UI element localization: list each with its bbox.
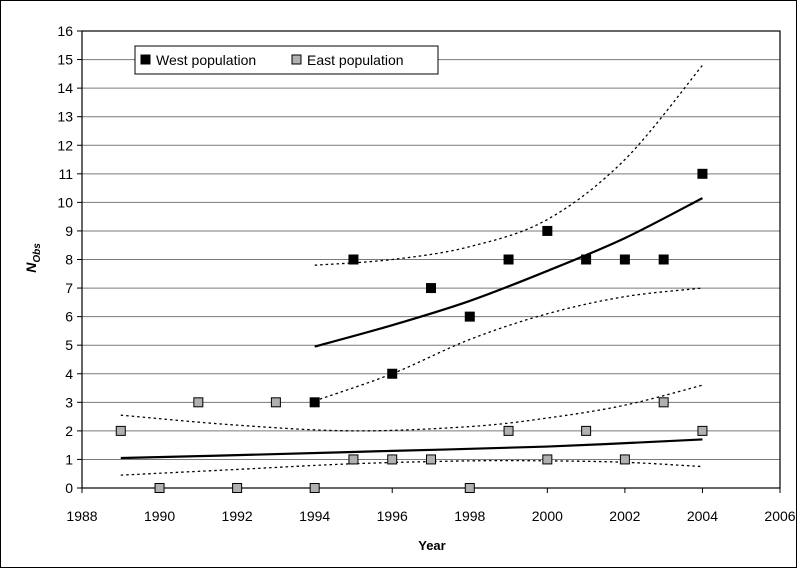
- marker-east: [658, 397, 669, 408]
- x-tick-label: 1990: [144, 508, 175, 524]
- y-tick-label: 2: [65, 423, 73, 439]
- marker-west: [619, 254, 630, 265]
- x-tick-label: 1994: [299, 508, 330, 524]
- legend-marker-west: [140, 54, 151, 65]
- marker-east: [542, 454, 553, 465]
- x-tick-label: 1996: [377, 508, 408, 524]
- y-tick-label: 1: [65, 451, 73, 467]
- marker-west: [581, 254, 592, 265]
- marker-east: [387, 454, 398, 465]
- y-tick-label: 12: [57, 137, 73, 153]
- marker-east: [193, 397, 204, 408]
- marker-west: [658, 254, 669, 265]
- fit-line-east: [120, 438, 703, 460]
- marker-west: [697, 168, 708, 179]
- marker-east: [232, 483, 243, 493]
- legend-box: [134, 45, 439, 75]
- data-markers: [115, 168, 708, 493]
- marker-west: [387, 368, 398, 379]
- marker-east: [464, 483, 475, 493]
- x-tick-label: 1992: [222, 508, 253, 524]
- marker-west: [309, 397, 320, 408]
- legend-label-east: East population: [307, 52, 404, 68]
- legend: West population East population: [134, 45, 439, 75]
- y-tick-label: 5: [65, 337, 73, 353]
- legend-marker-east: [291, 54, 302, 65]
- marker-east: [309, 483, 320, 493]
- y-tick-label: 15: [57, 52, 73, 68]
- marker-east: [115, 425, 126, 436]
- x-tick-label: 2002: [609, 508, 640, 524]
- marker-west: [426, 283, 436, 294]
- y-tick-label: 9: [65, 223, 73, 239]
- marker-east: [697, 425, 708, 436]
- x-tick-label: 2000: [532, 508, 563, 524]
- marker-west: [348, 254, 359, 265]
- ci-upper-west: [314, 64, 703, 266]
- y-tick-label: 8: [65, 252, 73, 268]
- x-axis-ticks: 1988 1990 1992 1994 1996 1998 2000 2002 2004 2006: [66, 488, 796, 524]
- marker-east: [154, 483, 165, 493]
- y-tick-label: 13: [57, 109, 73, 125]
- y-axis-label-sub: Obs: [32, 243, 43, 263]
- x-tick-label: 2006: [764, 508, 795, 524]
- y-tick-label: 4: [65, 366, 73, 382]
- y-tick-label: 16: [57, 23, 73, 39]
- y-tick-label: 6: [65, 309, 73, 325]
- legend-label-west: West population: [156, 52, 256, 68]
- y-axis-label-main: N: [23, 262, 39, 273]
- y-tick-label: 11: [58, 166, 73, 182]
- marker-east: [503, 425, 514, 436]
- marker-east: [581, 425, 592, 436]
- fit-lines: [120, 64, 703, 476]
- ci-upper-east: [120, 384, 703, 432]
- x-tick-label: 2004: [687, 508, 718, 524]
- marker-west: [542, 225, 553, 236]
- y-tick-label: 14: [57, 80, 73, 96]
- marker-east: [348, 454, 359, 465]
- marker-west: [464, 311, 475, 322]
- y-tick-label: 7: [65, 280, 73, 296]
- ci-lower-east: [120, 459, 703, 476]
- x-tick-label: 1988: [66, 508, 97, 524]
- y-axis-label: NObs: [23, 243, 43, 273]
- marker-west: [503, 254, 514, 265]
- y-tick-label: 0: [65, 480, 73, 496]
- marker-east: [270, 397, 281, 408]
- x-tick-label: 1998: [454, 508, 485, 524]
- y-tick-label: 3: [65, 394, 73, 410]
- x-axis-label: Year: [418, 538, 445, 553]
- marker-east: [426, 454, 436, 465]
- ci-lower-west: [314, 287, 703, 402]
- gridlines: [82, 59, 780, 460]
- marker-east: [619, 454, 630, 465]
- y-tick-label: 10: [57, 194, 73, 210]
- fit-line-west: [314, 197, 703, 348]
